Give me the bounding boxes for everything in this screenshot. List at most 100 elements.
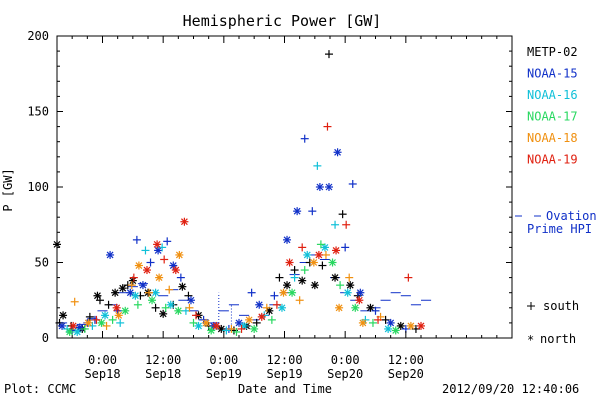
data-point-north	[303, 250, 312, 259]
south-marker-legend-label: south	[543, 299, 579, 313]
data-point-north	[126, 288, 135, 297]
data-point-north	[314, 250, 323, 259]
legend-entry: NOAA-16	[527, 88, 578, 102]
x-tick-time-label: 12:00	[388, 353, 424, 367]
data-point-north	[283, 281, 292, 290]
data-point-north	[288, 288, 297, 297]
legend-entry: NOAA-19	[527, 153, 578, 167]
data-point-north	[166, 300, 175, 309]
data-point-south	[323, 122, 332, 131]
data-point-south	[338, 210, 347, 219]
data-point-south	[368, 318, 377, 327]
data-point-north	[58, 321, 67, 330]
data-point-north	[355, 296, 364, 305]
legend-entry: NOAA-17	[527, 110, 578, 124]
data-point-south	[116, 318, 125, 327]
plot-credit: Plot: CCMC	[4, 382, 77, 396]
x-tick-date-label: Sep18	[84, 367, 120, 381]
data-point-south	[95, 296, 104, 305]
y-tick-label: 0	[42, 331, 49, 345]
data-point-south	[141, 246, 150, 255]
data-point-south	[133, 300, 142, 309]
data-point-north	[174, 306, 183, 315]
data-point-north	[171, 266, 180, 275]
y-tick-label: 200	[27, 29, 49, 43]
data-point-south	[104, 300, 113, 309]
data-point-north	[154, 246, 163, 255]
data-point-north	[279, 288, 288, 297]
data-point-south	[80, 324, 89, 333]
x-tick-date-label: Sep19	[206, 367, 242, 381]
data-point-north	[250, 324, 259, 333]
x-tick-date-label: Sep19	[266, 367, 302, 381]
south-marker-legend-symbol	[527, 302, 535, 310]
data-point-south	[298, 243, 307, 252]
data-point-south	[88, 321, 97, 330]
data-point-north	[59, 311, 68, 320]
data-point-south	[227, 324, 236, 333]
data-point-south	[331, 220, 340, 229]
data-point-north	[332, 246, 341, 255]
data-point-north	[285, 258, 294, 267]
data-point-north	[159, 309, 168, 318]
data-point-south	[151, 303, 160, 312]
data-point-south	[324, 50, 333, 59]
data-point-north	[111, 288, 120, 297]
ovation-legend-label: Ovation	[546, 209, 597, 223]
data-point-north	[331, 273, 340, 282]
data-point-north	[283, 235, 292, 244]
data-point-south	[374, 315, 383, 324]
data-point-south	[341, 243, 350, 252]
data-point-south	[267, 315, 276, 324]
y-tick-label: 150	[27, 105, 49, 119]
data-point-south	[129, 273, 138, 282]
data-point-north	[255, 300, 264, 309]
data-point-north	[101, 311, 110, 320]
data-point-south	[222, 326, 231, 335]
data-point-south	[145, 288, 154, 297]
data-point-north	[112, 303, 121, 312]
data-point-north	[134, 261, 143, 270]
legend-entry: NOAA-15	[527, 67, 578, 81]
data-point-north	[106, 250, 115, 259]
data-point-south	[163, 237, 172, 246]
data-point-north	[212, 321, 221, 330]
data-point-north	[69, 321, 78, 330]
data-point-south	[237, 324, 246, 333]
data-point-north	[417, 321, 425, 330]
data-point-south	[247, 288, 256, 297]
data-point-north	[366, 303, 375, 312]
data-point-north	[310, 281, 319, 290]
data-point-north	[194, 321, 203, 330]
data-point-north	[153, 240, 162, 249]
data-point-south	[270, 291, 279, 300]
x-tick-time-label: 0:00	[88, 353, 117, 367]
data-point-south	[102, 321, 111, 330]
data-point-south	[371, 306, 380, 315]
data-point-north	[386, 318, 395, 327]
legend: METP-02 NOAA-15 NOAA-16 NOAA-17 NOAA-18 NOAA-…	[515, 45, 597, 347]
data-point-north	[148, 296, 157, 305]
data-points	[53, 50, 425, 336]
x-tick-time-label: 12:00	[145, 353, 181, 367]
data-point-south	[70, 297, 79, 306]
data-point-north	[138, 281, 147, 290]
data-point-north	[298, 276, 307, 285]
north-marker-legend-symbol: *	[527, 333, 534, 347]
x-tick-date-label: Sep18	[145, 367, 181, 381]
data-point-north	[155, 273, 164, 282]
data-point-north	[315, 183, 324, 191]
data-point-north	[343, 288, 352, 297]
legend-entry: NOAA-18	[527, 131, 578, 145]
data-point-south	[132, 235, 141, 244]
data-point-south	[290, 266, 299, 275]
data-point-south	[232, 327, 241, 336]
data-point-south	[146, 258, 155, 267]
data-point-south	[348, 179, 357, 188]
data-point-north	[180, 217, 189, 226]
ovation-legend-label-2: Prime HPI	[527, 222, 592, 236]
y-tick-label: 50	[35, 256, 49, 270]
data-point-north	[118, 284, 127, 293]
data-point-south	[404, 273, 413, 282]
